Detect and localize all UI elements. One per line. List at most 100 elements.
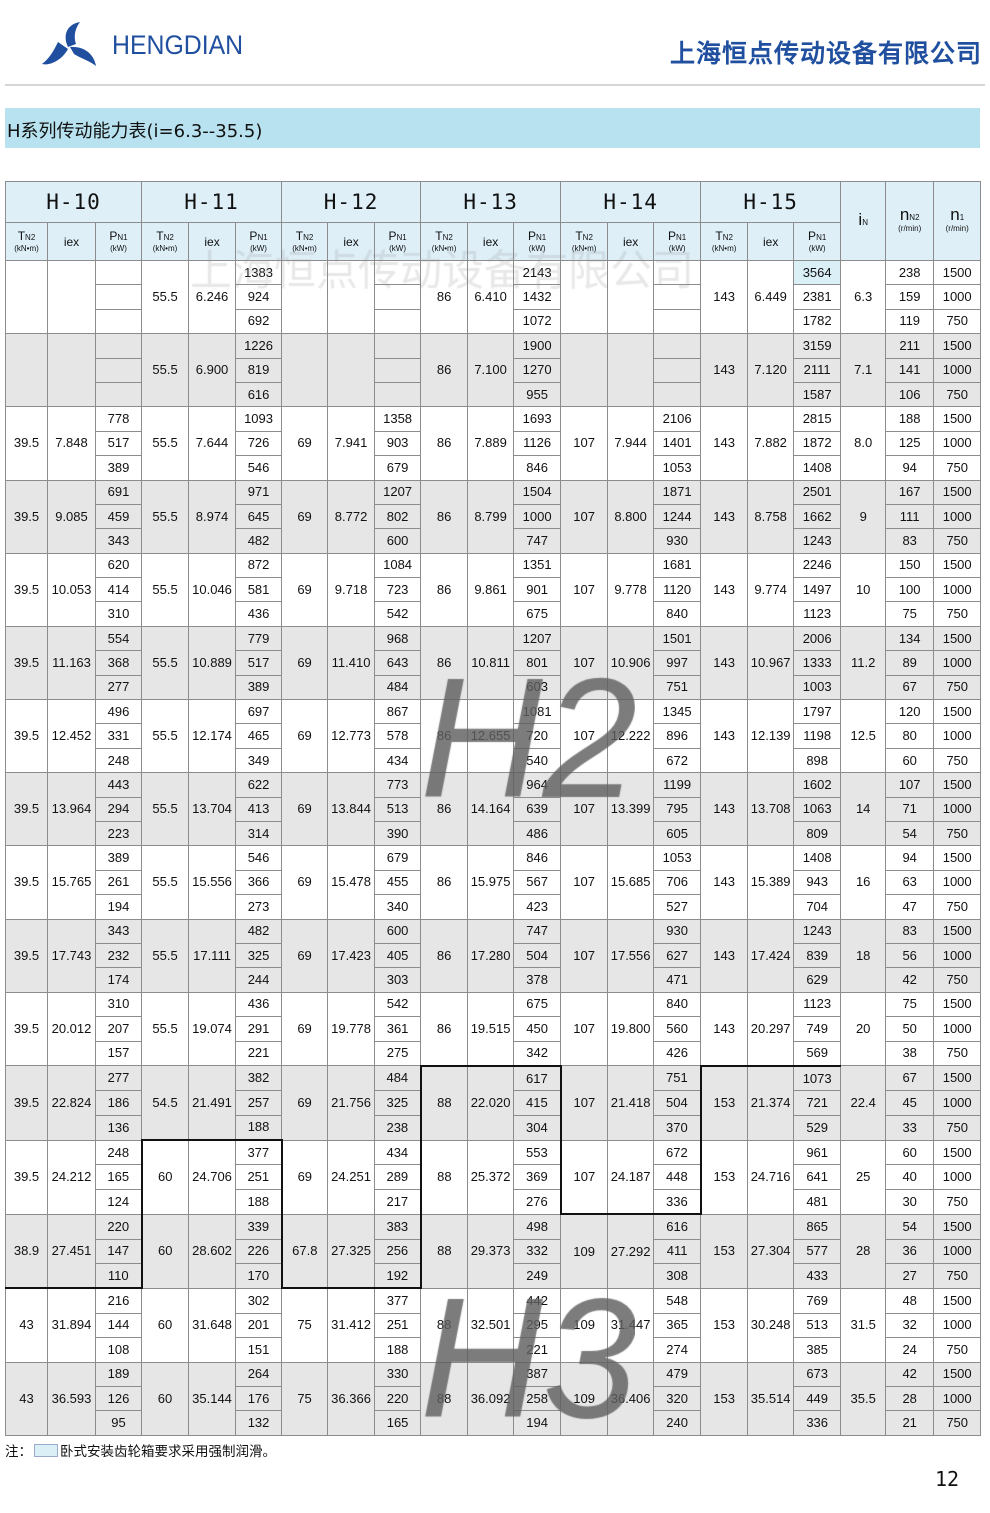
footnote: 注： 卧式安装齿轮箱要求采用强制润滑。 xyxy=(5,1440,276,1460)
nn2-cell: 32 xyxy=(885,1312,935,1339)
header-subscript: N2 xyxy=(25,233,36,242)
table-row: 261 366 455 567 706 943 63 1000 xyxy=(6,869,982,896)
tn2-cell xyxy=(560,333,609,408)
in-cell: 12.5 xyxy=(840,699,887,774)
table-row: 39.5 7.848 778 55.5 7.644 1093 69 7.941 1358 86 7.… xyxy=(5,406,982,481)
pn1-cell: 256 xyxy=(374,1238,422,1265)
table-row: 38.9 27.451 220 60 28.602 339 67.8 27.325 383 88 2… xyxy=(5,1213,982,1289)
n1-cell: 1500 xyxy=(933,259,982,286)
n1-cell: 1500 xyxy=(933,1139,982,1166)
pn1-cell: 258 xyxy=(513,1385,562,1412)
n1-cell: 1000 xyxy=(933,1090,982,1116)
pn1-cell: 802 xyxy=(374,503,422,530)
pn1-cell: 672 xyxy=(653,747,702,774)
pn1-cell: 405 xyxy=(374,942,422,969)
pn1-cell: 773 xyxy=(374,772,422,798)
pn1-cell: 1662 xyxy=(793,503,842,530)
pn1-cell: 136 xyxy=(94,1114,143,1141)
pn1-cell: 1123 xyxy=(793,991,842,1018)
nn2-cell: 56 xyxy=(885,942,935,969)
nn2-cell: 111 xyxy=(885,503,935,530)
pn1-cell: 1693 xyxy=(513,406,562,432)
pn1-cell: 377 xyxy=(235,1139,283,1166)
tn2-cell: 107 xyxy=(560,772,609,847)
pn1-cell: 336 xyxy=(653,1188,702,1215)
tn2-cell: 143 xyxy=(700,552,749,627)
tn2-cell: 107 xyxy=(560,845,609,920)
pn1-cell: 189 xyxy=(94,1361,143,1387)
pn1-cell: 641 xyxy=(793,1164,842,1190)
iex-cell: 13.964 xyxy=(47,772,96,847)
pn1-cell: 226 xyxy=(235,1238,283,1265)
table-row: 39.5 11.163 554 55.5 10.889 779 69 11.410 968 86 1… xyxy=(5,625,982,701)
n1-cell: 750 xyxy=(933,674,982,701)
pn1-cell: 482 xyxy=(235,528,283,554)
pn1-cell: 567 xyxy=(513,869,562,896)
col-header-iex: iex xyxy=(467,222,515,261)
n1-cell: 1000 xyxy=(933,942,982,969)
tn2-cell: 69 xyxy=(281,406,329,481)
tn2-cell: 60 xyxy=(140,1139,190,1215)
table-row: 55.5 6.900 1226 86 7.100 1900 143 7.120 3159 7.1 2… xyxy=(5,333,982,408)
pn1-cell: 513 xyxy=(374,796,422,822)
tn2-cell: 86 xyxy=(420,552,469,627)
iex-cell: 7.100 xyxy=(467,333,515,408)
pn1-cell: 465 xyxy=(235,723,283,749)
model-header-h-11: H-11 xyxy=(141,181,283,223)
table-row: 124 188 217 276 336 481 30 750 xyxy=(6,1188,982,1215)
pn1-cell: 361 xyxy=(374,1016,422,1042)
iex-cell: 11.410 xyxy=(327,625,376,701)
pn1-cell: 1900 xyxy=(513,333,562,359)
in-cell: 20 xyxy=(840,991,887,1067)
n1-cell: 1500 xyxy=(933,333,982,359)
iex-cell: 6.246 xyxy=(188,259,237,335)
pn1-cell: 302 xyxy=(235,1287,283,1314)
pn1-cell: 426 xyxy=(653,1040,702,1067)
table-row: 232 325 405 504 627 839 56 1000 xyxy=(6,942,982,969)
pn1-cell: 273 xyxy=(235,894,283,920)
header-subscript: N1 xyxy=(257,233,268,242)
pn1-cell: 448 xyxy=(653,1164,702,1190)
n1-cell: 750 xyxy=(933,894,982,920)
pn1-cell: 443 xyxy=(94,772,143,798)
pn1-cell: 325 xyxy=(374,1090,422,1116)
table-row: 39.5 20.012 310 55.5 19.074 436 69 19.778 542 86 1… xyxy=(5,991,982,1067)
tn2-cell: 107 xyxy=(560,406,609,481)
pn1-cell: 1358 xyxy=(374,406,422,432)
nn2-cell: 211 xyxy=(885,333,935,359)
iex-cell: 17.743 xyxy=(47,918,96,993)
pn1-cell xyxy=(653,357,702,383)
n1-cell: 750 xyxy=(933,820,982,847)
header-symbol: T xyxy=(17,229,26,243)
pn1-cell: 901 xyxy=(513,577,562,603)
pn1-cell: 165 xyxy=(94,1164,143,1190)
pn1-cell: 964 xyxy=(513,772,562,798)
iex-cell: 19.800 xyxy=(607,991,655,1067)
iex-cell: 8.799 xyxy=(467,479,515,554)
pn1-cell: 339 xyxy=(235,1213,283,1240)
pn1-cell: 1497 xyxy=(793,577,842,603)
tn2-cell: 107 xyxy=(560,552,609,627)
iex-cell: 7.944 xyxy=(607,406,655,481)
pn1-cell: 865 xyxy=(793,1213,842,1240)
pn1-cell: 496 xyxy=(94,699,143,725)
header-symbol: iex xyxy=(63,234,80,249)
tn2-cell: 39.5 xyxy=(5,625,48,701)
iex-cell: 12.655 xyxy=(467,699,515,774)
pn1-cell: 147 xyxy=(94,1238,143,1265)
pn1-cell: 389 xyxy=(94,455,143,481)
pn1-cell: 769 xyxy=(793,1287,842,1314)
iex-cell: 12.452 xyxy=(47,699,96,774)
pn1-cell: 504 xyxy=(513,942,562,969)
pn1-cell: 442 xyxy=(513,1287,562,1314)
table-row: 819 1270 2111 141 1000 xyxy=(6,357,982,383)
header-unit: (kW) xyxy=(389,244,407,253)
pn1-cell: 1872 xyxy=(793,430,842,457)
pn1-cell: 1053 xyxy=(653,455,702,481)
pn1-cell: 691 xyxy=(94,479,143,505)
n1-cell: 750 xyxy=(933,1337,982,1363)
n1-cell: 750 xyxy=(933,1410,982,1436)
pn1-cell: 449 xyxy=(793,1385,842,1412)
pn1-cell: 436 xyxy=(235,991,283,1018)
pinwheel-logo-icon xyxy=(42,22,96,66)
